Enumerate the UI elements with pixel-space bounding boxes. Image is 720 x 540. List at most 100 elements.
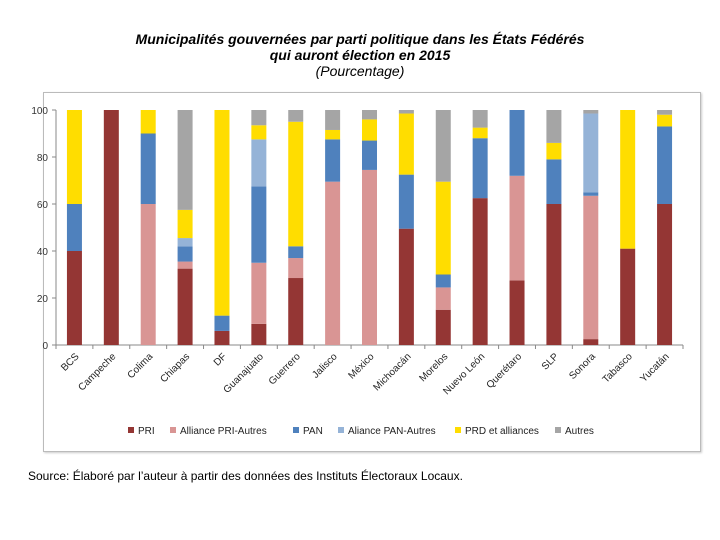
bar-segment bbox=[177, 268, 193, 345]
bar-segment bbox=[325, 139, 341, 182]
x-tick-label: Campeche bbox=[76, 351, 118, 393]
bar-segment bbox=[509, 175, 525, 281]
legend-swatch bbox=[293, 427, 299, 433]
bar-segment bbox=[472, 110, 488, 128]
bar-segment bbox=[435, 181, 451, 275]
chart-frame bbox=[43, 92, 701, 452]
bar-segment bbox=[251, 110, 267, 126]
bar-segment bbox=[103, 110, 119, 345]
bar-segment bbox=[362, 140, 377, 170]
bar-segment bbox=[325, 181, 341, 345]
bar-segment bbox=[251, 139, 267, 187]
bar-segment bbox=[214, 315, 230, 331]
bar-segment bbox=[177, 246, 193, 262]
bar-segment bbox=[140, 110, 156, 134]
x-tick-label: Morelos bbox=[417, 351, 450, 384]
bar-segment bbox=[288, 121, 304, 247]
title-line-1: Municipalités gouvernées par parti polit… bbox=[135, 31, 585, 47]
chart-title: Municipalités gouvernées par parti polit… bbox=[0, 31, 720, 79]
legend-swatch bbox=[170, 427, 176, 433]
bar-segment bbox=[657, 114, 673, 127]
bar-segment bbox=[398, 113, 414, 175]
y-tick-label: 100 bbox=[31, 106, 48, 117]
x-tick-label: Yucatán bbox=[638, 351, 671, 384]
y-tick-label: 20 bbox=[37, 294, 49, 305]
bar-segment bbox=[657, 204, 673, 345]
x-tick-label: Chiapas bbox=[158, 351, 192, 385]
legend-swatch bbox=[338, 427, 344, 433]
x-tick-label: Sonora bbox=[567, 351, 598, 382]
bar-segment bbox=[362, 169, 377, 345]
bar-segment bbox=[546, 110, 562, 143]
bar-segment bbox=[66, 110, 82, 204]
y-tick-label: 60 bbox=[37, 200, 49, 211]
bar-segment bbox=[288, 278, 304, 345]
bar-segment bbox=[398, 110, 414, 114]
x-tick-label: Tabasco bbox=[601, 351, 635, 385]
bar-segment bbox=[214, 330, 230, 345]
bar-segment bbox=[140, 133, 156, 204]
bar-segment bbox=[509, 280, 525, 345]
x-tick-label: Guanajuato bbox=[222, 351, 267, 396]
bar-segment bbox=[583, 110, 599, 114]
bar-segment bbox=[509, 110, 525, 176]
bar-segment bbox=[583, 195, 599, 340]
bar-segment bbox=[214, 110, 230, 316]
bar-segment bbox=[620, 248, 636, 345]
x-tick-label: BCS bbox=[59, 351, 82, 374]
bar-segment bbox=[177, 110, 193, 210]
bar-segment bbox=[657, 126, 673, 204]
bar-segment bbox=[177, 209, 193, 239]
legend-label: PRD et alliances bbox=[465, 426, 539, 437]
x-tick-label: Querétaro bbox=[485, 351, 525, 391]
bar-segment bbox=[472, 138, 488, 199]
legend-swatch bbox=[555, 427, 561, 433]
bar-segment bbox=[546, 142, 562, 160]
y-tick-label: 0 bbox=[42, 341, 48, 352]
x-tick-label: México bbox=[346, 351, 376, 381]
bar-segment bbox=[177, 261, 193, 269]
bar-segment bbox=[435, 274, 451, 288]
bar-segment bbox=[620, 110, 636, 249]
bar-segment bbox=[251, 186, 267, 263]
bar-segment bbox=[251, 262, 267, 324]
x-tick-label: DF bbox=[212, 351, 229, 368]
legend-label: Autres bbox=[565, 426, 594, 437]
legend-label: Alliance PRI-Autres bbox=[180, 426, 267, 437]
bar-segment bbox=[251, 323, 267, 345]
bar-segment bbox=[288, 258, 304, 279]
bar-segment bbox=[288, 246, 304, 259]
bar-segment bbox=[398, 228, 414, 345]
bar-segment bbox=[657, 110, 673, 115]
bar-segment bbox=[66, 204, 82, 251]
bar-segment bbox=[546, 159, 562, 204]
bar-segment bbox=[435, 110, 451, 182]
bar-segment bbox=[583, 113, 599, 193]
x-tick-label: Colima bbox=[126, 351, 156, 381]
y-tick-label: 80 bbox=[37, 153, 49, 164]
legend-label: PAN bbox=[303, 426, 323, 437]
chart-subtitle: (Pourcentage) bbox=[315, 63, 405, 79]
title-line-2: qui auront élection en 2015 bbox=[269, 47, 451, 63]
legend-label: PRI bbox=[138, 426, 155, 437]
bar-segment bbox=[362, 110, 377, 120]
bar-segment bbox=[546, 204, 562, 345]
bar-segment bbox=[325, 129, 341, 140]
bar-segment bbox=[583, 192, 599, 196]
bar-segment bbox=[325, 110, 341, 130]
bar-segment bbox=[177, 238, 193, 247]
legend-swatch bbox=[455, 427, 461, 433]
legend-swatch bbox=[128, 427, 134, 433]
bar-segment bbox=[288, 110, 304, 122]
x-tick-label: Michoacán bbox=[372, 351, 414, 393]
x-tick-label: Guerrero bbox=[267, 351, 303, 387]
bar-segment bbox=[66, 251, 82, 345]
y-tick-label: 40 bbox=[37, 247, 49, 258]
bar-segment bbox=[251, 125, 267, 140]
legend-label: Aliance PAN-Autres bbox=[348, 426, 436, 437]
bar-segment bbox=[398, 174, 414, 229]
bar-segment bbox=[472, 198, 488, 345]
bar-segment bbox=[362, 119, 377, 141]
source-note: Source: Élaboré par l’auteur à partir de… bbox=[28, 469, 463, 483]
x-tick-label: SLP bbox=[540, 351, 561, 372]
